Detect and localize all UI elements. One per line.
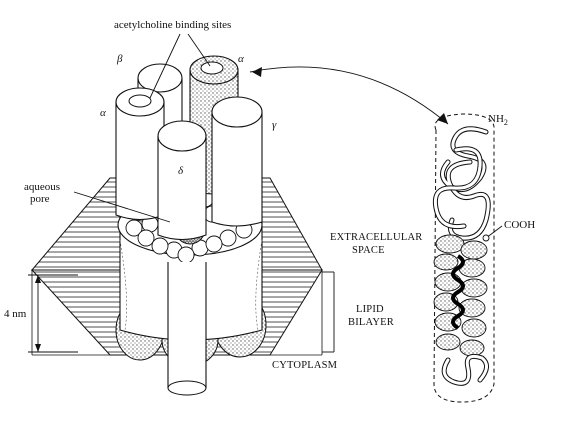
subunit-gamma-label: γ bbox=[272, 119, 277, 131]
subunit-delta-label: δ bbox=[178, 165, 184, 177]
lipid-label-line1: LIPID bbox=[356, 304, 384, 315]
dark-helix bbox=[451, 254, 465, 330]
cooh-label: COOH bbox=[504, 219, 535, 231]
thickness-label: 4 nm bbox=[4, 308, 27, 320]
extracellular-label-line1: EXTRACELLULAR bbox=[330, 232, 422, 243]
binding-site-alpha-top bbox=[200, 61, 224, 75]
subunit-beta-label: β bbox=[116, 53, 123, 65]
single-subunit-detail bbox=[432, 113, 503, 403]
lipid-label-line2: BILAYER bbox=[348, 317, 394, 328]
extracellular-label-line2: SPACE bbox=[352, 245, 385, 256]
subunit-gamma bbox=[211, 96, 263, 227]
nh2-label: NH2 bbox=[488, 113, 508, 127]
subunit-alpha-left-label: α bbox=[100, 107, 106, 119]
subunit-delta bbox=[157, 120, 207, 241]
subunit-dashed-outline bbox=[433, 113, 495, 403]
binding-sites-label: acetylcholine binding sites bbox=[114, 19, 231, 31]
nh2-label-main: NH bbox=[488, 113, 504, 125]
leader-lines bbox=[28, 33, 449, 353]
aqueous-pore-label-line1: aqueous bbox=[24, 181, 60, 193]
helix-coils bbox=[433, 234, 488, 357]
cytoplasm-label: CYTOPLASM bbox=[272, 360, 338, 371]
front-cytoplasmic-column bbox=[167, 262, 207, 393]
binding-site-alpha-left bbox=[128, 94, 152, 108]
receptor-complex bbox=[115, 55, 267, 396]
subunit-alpha-left bbox=[115, 87, 165, 221]
subunit-alpha-top-label: α bbox=[238, 53, 244, 65]
aqueous-pore-label-line2: pore bbox=[30, 193, 50, 205]
nh2-label-sub: 2 bbox=[504, 118, 508, 127]
